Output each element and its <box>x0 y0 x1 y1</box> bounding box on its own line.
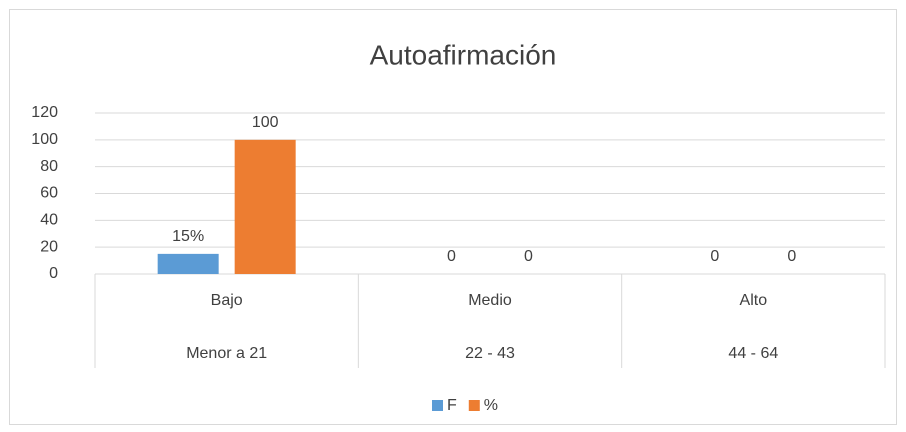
legend-label: % <box>484 397 498 414</box>
x-group-label: 44 - 64 <box>728 345 778 362</box>
chart-frame <box>9 9 897 425</box>
data-label: 0 <box>787 248 796 265</box>
legend-label: F <box>447 397 457 414</box>
x-tick-label: Medio <box>468 292 512 309</box>
bar <box>157 253 219 274</box>
data-label: 0 <box>524 248 533 265</box>
chart-title: Autoafirmación <box>370 39 557 70</box>
y-tick-label: 80 <box>40 158 58 175</box>
legend-swatch <box>432 400 443 411</box>
y-tick-label: 40 <box>40 212 58 229</box>
y-tick-label: 120 <box>31 104 58 121</box>
y-tick-label: 0 <box>49 265 58 282</box>
y-tick-label: 100 <box>31 131 58 148</box>
data-label: 100 <box>252 114 279 131</box>
y-tick-label: 60 <box>40 185 58 202</box>
x-tick-label: Bajo <box>211 292 243 309</box>
y-tick-label: 20 <box>40 238 58 255</box>
bar <box>234 139 296 274</box>
x-group-label: 22 - 43 <box>465 345 515 362</box>
data-label: 0 <box>447 248 456 265</box>
legend-swatch <box>468 400 480 411</box>
data-label: 0 <box>710 248 719 265</box>
x-group-label: Menor a 21 <box>186 345 267 362</box>
data-label: 15% <box>172 228 204 245</box>
x-tick-label: Alto <box>740 292 768 309</box>
